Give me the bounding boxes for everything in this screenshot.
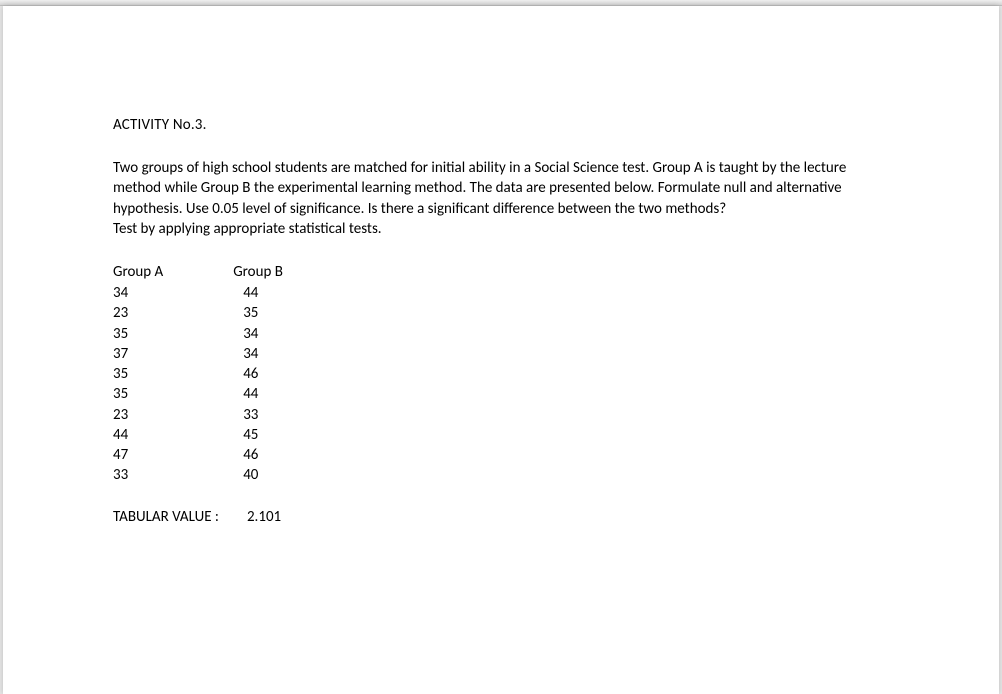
group-b-header: Group B bbox=[233, 263, 283, 281]
group-a-value: 33 bbox=[113, 465, 163, 485]
group-a-value: 35 bbox=[113, 384, 163, 404]
tabular-label: TABULAR VALUE : bbox=[113, 508, 219, 526]
group-a-column: Group A 34 23 35 37 35 35 23 44 47 33 bbox=[113, 263, 163, 486]
group-a-value: 23 bbox=[113, 405, 163, 425]
group-a-value: 35 bbox=[113, 364, 163, 384]
group-b-value: 34 bbox=[233, 344, 283, 364]
group-a-value: 37 bbox=[113, 344, 163, 364]
document-page: ACTIVITY No.3. Two groups of high school… bbox=[3, 6, 999, 694]
group-a-value: 23 bbox=[113, 303, 163, 323]
group-a-value: 34 bbox=[113, 283, 163, 303]
group-b-column: Group B 44 35 34 34 46 44 33 45 46 40 bbox=[233, 263, 283, 486]
group-b-value: 45 bbox=[233, 425, 283, 445]
tabular-value: 2.101 bbox=[247, 508, 281, 526]
data-columns: Group A 34 23 35 37 35 35 23 44 47 33 Gr… bbox=[113, 263, 889, 486]
tabular-value-row: TABULAR VALUE : 2.101 bbox=[113, 508, 889, 526]
group-b-value: 46 bbox=[233, 364, 283, 384]
group-b-value: 33 bbox=[233, 405, 283, 425]
group-b-value: 40 bbox=[233, 465, 283, 485]
group-a-header: Group A bbox=[113, 263, 163, 281]
group-b-value: 44 bbox=[233, 384, 283, 404]
group-a-value: 35 bbox=[113, 324, 163, 344]
problem-paragraph: Two groups of high school students are m… bbox=[113, 158, 889, 239]
group-b-value: 34 bbox=[233, 324, 283, 344]
group-a-value: 47 bbox=[113, 445, 163, 465]
group-b-value: 46 bbox=[233, 445, 283, 465]
group-b-value: 35 bbox=[233, 303, 283, 323]
group-a-value: 44 bbox=[113, 425, 163, 445]
group-b-value: 44 bbox=[233, 283, 283, 303]
activity-heading: ACTIVITY No.3. bbox=[113, 116, 889, 134]
